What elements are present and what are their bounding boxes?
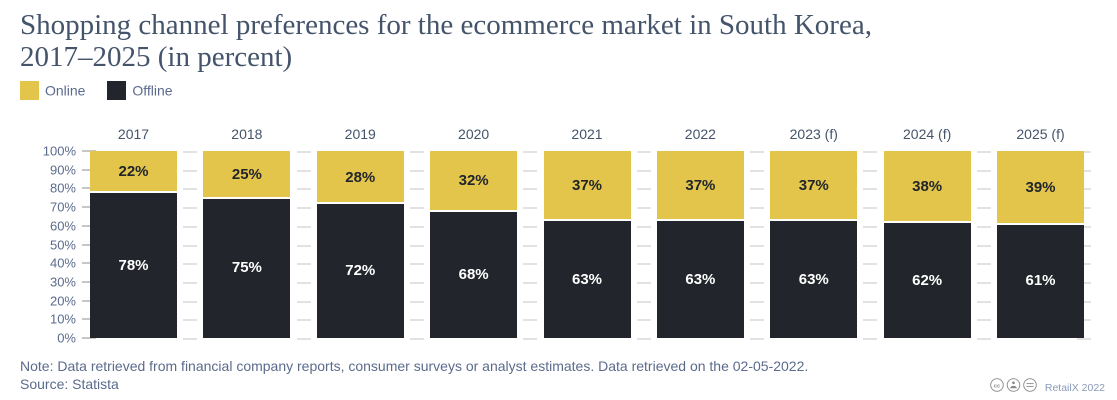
svg-text:cc: cc [994, 384, 1000, 390]
